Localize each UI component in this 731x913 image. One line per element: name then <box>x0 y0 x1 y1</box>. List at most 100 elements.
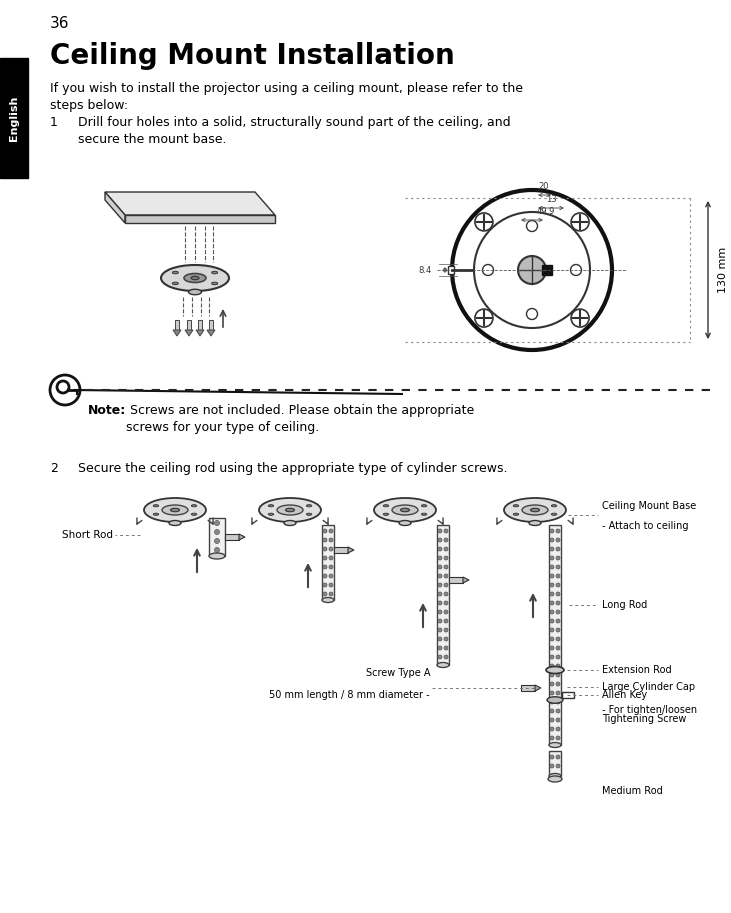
Circle shape <box>550 764 554 768</box>
Circle shape <box>444 610 448 614</box>
Circle shape <box>556 655 560 659</box>
Ellipse shape <box>571 213 589 231</box>
Circle shape <box>550 574 554 578</box>
Ellipse shape <box>475 310 493 327</box>
Circle shape <box>550 565 554 569</box>
Bar <box>187 320 191 330</box>
Ellipse shape <box>162 505 188 515</box>
Ellipse shape <box>284 520 296 526</box>
Circle shape <box>444 628 448 632</box>
Circle shape <box>438 646 442 650</box>
Circle shape <box>444 529 448 533</box>
Ellipse shape <box>173 282 178 285</box>
Circle shape <box>438 628 442 632</box>
Circle shape <box>550 610 554 614</box>
Ellipse shape <box>437 663 449 667</box>
Circle shape <box>556 565 560 569</box>
Ellipse shape <box>513 505 519 507</box>
Circle shape <box>329 565 333 569</box>
Polygon shape <box>207 330 215 336</box>
Circle shape <box>438 565 442 569</box>
Circle shape <box>323 556 327 560</box>
Ellipse shape <box>475 213 493 231</box>
Circle shape <box>556 556 560 560</box>
Bar <box>437 525 449 665</box>
Text: Screw Type A: Screw Type A <box>366 668 430 678</box>
Text: - For tighten/loosen: - For tighten/loosen <box>602 705 697 715</box>
Circle shape <box>438 655 442 659</box>
Ellipse shape <box>529 520 541 526</box>
Ellipse shape <box>209 553 225 559</box>
Circle shape <box>444 547 448 551</box>
Ellipse shape <box>259 498 321 522</box>
Text: 8.4: 8.4 <box>419 266 432 275</box>
Bar <box>198 320 202 330</box>
Circle shape <box>214 539 219 543</box>
Ellipse shape <box>392 505 418 515</box>
Circle shape <box>556 637 560 641</box>
Circle shape <box>556 682 560 686</box>
Circle shape <box>452 190 612 350</box>
Circle shape <box>550 700 554 704</box>
Polygon shape <box>185 330 193 336</box>
Polygon shape <box>463 577 469 583</box>
Circle shape <box>550 601 554 605</box>
Ellipse shape <box>173 271 178 274</box>
Text: Ceiling Mount Installation: Ceiling Mount Installation <box>50 42 455 70</box>
Circle shape <box>556 727 560 731</box>
Text: 2: 2 <box>50 462 58 475</box>
Circle shape <box>556 547 560 551</box>
Text: Note:: Note: <box>88 404 126 417</box>
Ellipse shape <box>212 282 218 285</box>
Text: 13: 13 <box>545 195 556 204</box>
Circle shape <box>556 755 560 759</box>
Ellipse shape <box>184 274 206 282</box>
Circle shape <box>444 574 448 578</box>
Circle shape <box>329 574 333 578</box>
Circle shape <box>438 556 442 560</box>
Text: 1: 1 <box>50 116 58 129</box>
Polygon shape <box>105 192 125 223</box>
Ellipse shape <box>383 513 389 515</box>
Bar <box>334 547 348 553</box>
Circle shape <box>323 547 327 551</box>
Bar <box>209 320 213 330</box>
Ellipse shape <box>192 505 197 507</box>
Text: Screws are not included. Please obtain the appropriate
screws for your type of c: Screws are not included. Please obtain t… <box>126 404 474 434</box>
Ellipse shape <box>546 666 564 674</box>
Circle shape <box>550 637 554 641</box>
Circle shape <box>329 583 333 587</box>
Circle shape <box>556 691 560 695</box>
Text: - Attach to ceiling: - Attach to ceiling <box>602 521 689 531</box>
Circle shape <box>556 700 560 704</box>
Text: If you wish to install the projector using a ceiling mount, please refer to the
: If you wish to install the projector usi… <box>50 82 523 112</box>
Circle shape <box>444 655 448 659</box>
Circle shape <box>444 637 448 641</box>
Text: Short Rod: Short Rod <box>62 530 113 540</box>
Ellipse shape <box>522 505 548 515</box>
Ellipse shape <box>189 289 202 295</box>
Circle shape <box>550 583 554 587</box>
Circle shape <box>556 583 560 587</box>
Circle shape <box>556 619 560 623</box>
Circle shape <box>474 212 590 328</box>
Text: Tightening Screw: Tightening Screw <box>602 714 686 724</box>
Circle shape <box>444 565 448 569</box>
Circle shape <box>329 556 333 560</box>
Circle shape <box>550 736 554 740</box>
Polygon shape <box>196 330 204 336</box>
Circle shape <box>444 646 448 650</box>
Circle shape <box>323 538 327 542</box>
Text: Extension Rod: Extension Rod <box>602 665 672 675</box>
Circle shape <box>556 764 560 768</box>
Polygon shape <box>105 192 275 215</box>
Ellipse shape <box>191 277 199 279</box>
Circle shape <box>214 520 219 526</box>
Ellipse shape <box>277 505 303 515</box>
Circle shape <box>550 592 554 596</box>
Text: Drill four holes into a solid, structurally sound part of the ceiling, and
secur: Drill four holes into a solid, structura… <box>78 116 511 146</box>
Ellipse shape <box>192 513 197 515</box>
Text: Medium Rod: Medium Rod <box>602 786 663 796</box>
Ellipse shape <box>161 265 229 291</box>
Circle shape <box>556 736 560 740</box>
